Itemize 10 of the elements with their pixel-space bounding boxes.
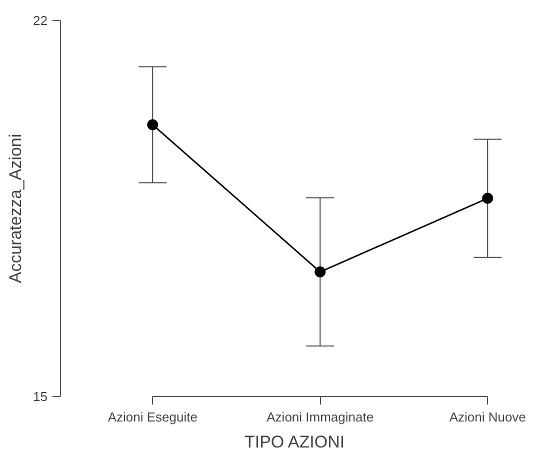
point — [147, 119, 158, 130]
y-axis-title: Accuratezza_Azioni — [6, 134, 26, 284]
x-tick-label: Azioni Nuove — [449, 410, 526, 424]
point — [482, 192, 494, 204]
y-tick-label: 22 — [33, 13, 48, 28]
x-tick-label: Azioni Eseguite — [108, 410, 198, 424]
point — [314, 266, 326, 278]
x-tick-label: Azioni Immaginate — [266, 410, 374, 424]
y-tick-label: 15 — [33, 389, 48, 404]
x-axis-title: TIPO AZIONI — [244, 432, 345, 452]
